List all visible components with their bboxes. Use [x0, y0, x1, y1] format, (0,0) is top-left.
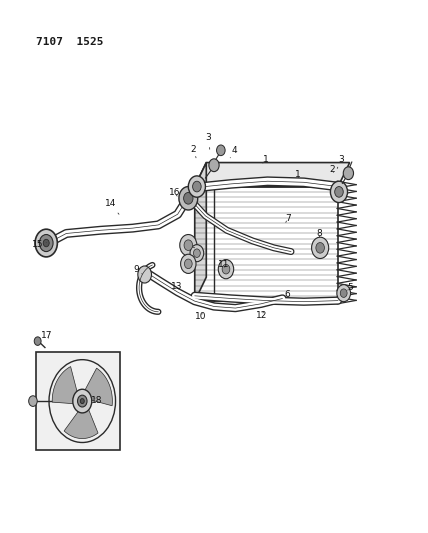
Text: 3: 3 — [337, 156, 344, 168]
Circle shape — [190, 245, 204, 262]
Text: 15: 15 — [32, 240, 46, 248]
Text: 10: 10 — [195, 312, 206, 321]
Circle shape — [179, 187, 198, 210]
Circle shape — [184, 240, 193, 251]
Circle shape — [337, 285, 351, 302]
Circle shape — [340, 289, 347, 297]
Text: 11: 11 — [218, 260, 229, 269]
Text: 6: 6 — [285, 290, 291, 298]
Circle shape — [181, 254, 196, 273]
Circle shape — [335, 187, 343, 197]
Circle shape — [184, 259, 192, 269]
Circle shape — [343, 167, 354, 180]
Circle shape — [180, 235, 197, 256]
Circle shape — [29, 395, 37, 406]
Text: 7: 7 — [285, 214, 291, 223]
Text: 16: 16 — [169, 189, 180, 197]
Circle shape — [217, 145, 225, 156]
Text: 2: 2 — [329, 165, 335, 174]
Polygon shape — [82, 368, 113, 406]
Text: 17: 17 — [41, 332, 52, 340]
Circle shape — [138, 266, 152, 283]
Text: 14: 14 — [105, 199, 119, 214]
Circle shape — [222, 264, 230, 274]
Circle shape — [209, 159, 219, 172]
Bar — [36, 352, 120, 450]
Text: 1: 1 — [262, 156, 268, 164]
Text: 13: 13 — [171, 282, 182, 291]
Circle shape — [43, 239, 49, 247]
Text: 9: 9 — [133, 265, 142, 274]
Text: 8: 8 — [316, 229, 322, 238]
Circle shape — [73, 389, 92, 413]
Circle shape — [35, 229, 57, 257]
Text: 2: 2 — [190, 145, 196, 158]
Polygon shape — [195, 163, 350, 187]
Polygon shape — [52, 367, 79, 404]
Circle shape — [312, 237, 329, 259]
Text: 3: 3 — [205, 133, 211, 149]
Text: 12: 12 — [256, 311, 268, 320]
Polygon shape — [195, 163, 206, 301]
Text: 4: 4 — [230, 146, 238, 158]
Circle shape — [188, 176, 205, 197]
Circle shape — [193, 181, 201, 192]
Circle shape — [34, 337, 41, 345]
Circle shape — [316, 243, 324, 253]
Circle shape — [184, 192, 193, 204]
Circle shape — [77, 395, 87, 407]
Circle shape — [193, 249, 200, 257]
Text: 7107  1525: 7107 1525 — [36, 37, 104, 47]
Circle shape — [218, 260, 234, 279]
Circle shape — [330, 181, 348, 203]
Text: 5: 5 — [347, 284, 353, 292]
Text: 1: 1 — [294, 171, 300, 179]
Polygon shape — [64, 404, 98, 439]
Circle shape — [39, 235, 53, 252]
Text: 18: 18 — [91, 397, 102, 405]
Circle shape — [80, 399, 84, 403]
